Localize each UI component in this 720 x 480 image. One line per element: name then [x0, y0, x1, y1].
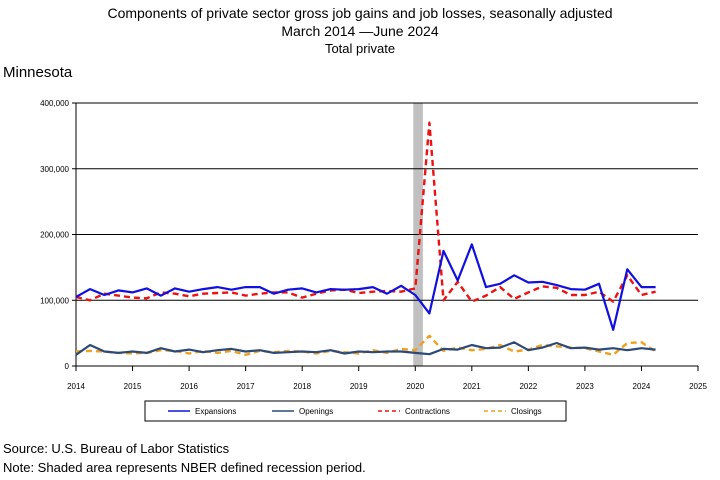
state-name: Minnesota: [3, 64, 73, 81]
legend-label-expansions: Expansions: [195, 407, 236, 416]
y-tick-label: 0: [65, 362, 70, 371]
x-tick-label: 2020: [406, 382, 424, 391]
x-tick-label: 2017: [237, 382, 255, 391]
chart-date-range: March 2014 —June 2024: [281, 23, 439, 39]
x-tick-label: 2014: [67, 382, 85, 391]
series-line-expansions: [75, 243, 656, 331]
legend-label-contractions: Contractions: [405, 407, 450, 416]
x-tick-label: 2016: [180, 382, 198, 391]
legend-label-closings: Closings: [511, 407, 542, 416]
x-tick-label: 2025: [689, 382, 707, 391]
legend-box: [144, 400, 567, 422]
x-tick-label: 2019: [350, 382, 368, 391]
legend-label-openings: Openings: [299, 407, 333, 416]
x-tick-label: 2023: [576, 382, 594, 391]
y-tick-label: 300,000: [40, 165, 69, 174]
y-tick-label: 200,000: [40, 231, 69, 240]
series-line-openings: [75, 341, 656, 356]
source-note: Source: U.S. Bureau of Labor Statistics: [3, 441, 230, 456]
x-tick-label: 2015: [124, 382, 142, 391]
series-line-contractions: [75, 121, 656, 303]
x-tick-label: 2022: [519, 382, 537, 391]
x-tick-label: 2021: [463, 382, 481, 391]
x-tick-label: 2024: [633, 382, 651, 391]
x-tick-label: 2018: [293, 382, 311, 391]
y-tick-label: 400,000: [40, 99, 69, 108]
recession-note: Note: Shaded area represents NBER define…: [3, 460, 366, 475]
y-tick-label: 100,000: [40, 296, 69, 305]
chart-subtitle: Total private: [324, 41, 396, 56]
chart-title-block: Components of private sector gross job g…: [0, 4, 720, 57]
chart-title: Components of private sector gross job g…: [107, 5, 613, 21]
chart-svg: 0 100,000 200,000 300,000 400,000 2014 2015 201…: [40, 99, 707, 422]
